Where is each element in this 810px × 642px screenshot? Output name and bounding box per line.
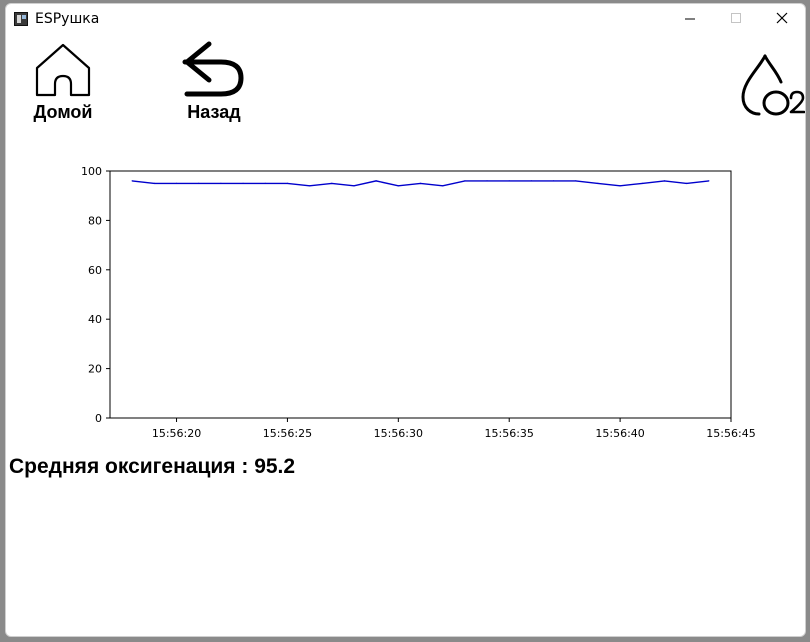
home-button[interactable]: Домой [28, 42, 98, 126]
y-tick-label: 20 [88, 363, 102, 376]
y-tick-label: 100 [81, 165, 102, 178]
series-points [131, 180, 710, 187]
data-point [575, 180, 577, 182]
data-point [331, 182, 333, 184]
data-point [641, 182, 643, 184]
data-point [486, 180, 488, 182]
maximize-icon [731, 13, 741, 23]
data-point [419, 182, 422, 184]
home-icon [35, 43, 91, 97]
window-title: ESPушка [35, 11, 100, 27]
app-icon [14, 12, 28, 26]
data-point [663, 180, 666, 182]
x-tick-label: 15:56:40 [595, 427, 644, 440]
data-point [552, 180, 555, 182]
close-button[interactable] [759, 4, 805, 34]
x-tick-label: 15:56:30 [374, 427, 423, 440]
data-point [375, 180, 377, 182]
data-point [309, 185, 311, 187]
y-tick-label: 0 [95, 412, 102, 425]
o2-drop-svg [741, 54, 805, 116]
data-point [220, 182, 222, 184]
data-point [708, 180, 710, 182]
average-oxygenation: Средняя оксигенация : 95.2 [9, 455, 296, 478]
y-tick-label: 40 [88, 313, 102, 326]
close-icon [776, 12, 788, 24]
minimize-button[interactable] [667, 4, 713, 34]
maximize-button[interactable] [713, 4, 759, 34]
data-point [353, 185, 355, 187]
plot-area [109, 170, 732, 419]
data-point [286, 182, 289, 184]
data-point [397, 185, 399, 187]
data-point [619, 185, 621, 187]
x-tick-label: 15:56:25 [263, 427, 312, 440]
data-point [442, 185, 444, 187]
data-point [530, 180, 532, 182]
data-point [175, 182, 178, 184]
data-point [198, 182, 200, 184]
back-arrow-icon [182, 41, 244, 97]
o2-drop-icon[interactable] [739, 52, 805, 120]
data-point [131, 180, 133, 182]
app-window: ESPушка Домой Назад 0 20 40 [5, 3, 806, 637]
data-point [686, 182, 688, 184]
minimize-icon [685, 18, 695, 20]
y-tick-label: 80 [88, 214, 102, 227]
data-point [464, 180, 466, 182]
y-tick-label: 60 [88, 264, 102, 277]
x-tick-label: 15:56:45 [706, 427, 755, 440]
data-point [264, 182, 266, 184]
x-axis: 15:56:20 15:56:25 15:56:30 15:56:35 15:56:40… [152, 418, 756, 440]
title-bar: ESPушка [6, 4, 805, 34]
x-tick-label: 15:56:35 [485, 427, 534, 440]
data-point [508, 180, 510, 182]
back-button[interactable]: Назад [179, 38, 249, 126]
data-point [597, 182, 599, 184]
x-tick-label: 15:56:20 [152, 427, 201, 440]
back-label: Назад [187, 102, 241, 122]
data-point [153, 182, 155, 184]
data-point [242, 182, 244, 184]
home-label: Домой [33, 102, 93, 122]
y-axis: 0 20 40 60 80 100 [81, 165, 110, 425]
